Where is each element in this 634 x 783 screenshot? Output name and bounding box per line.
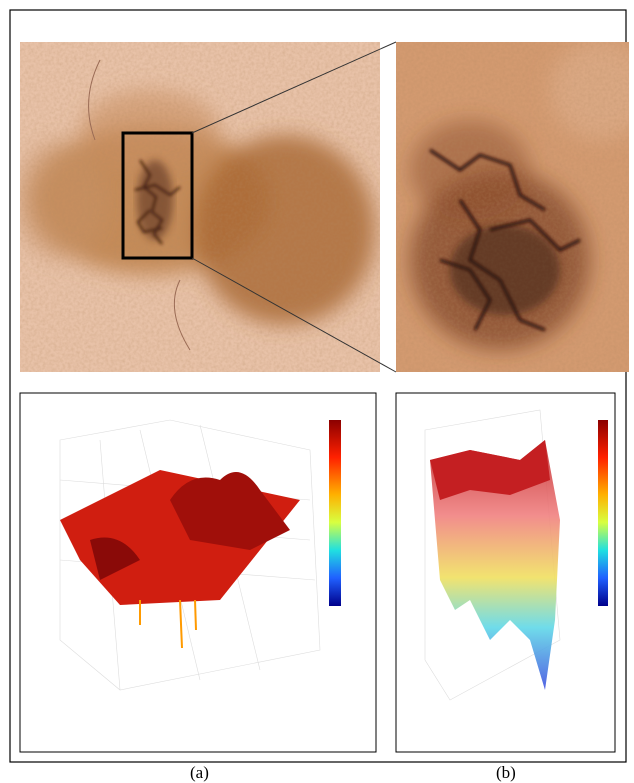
caption-a: (a) [190,763,209,783]
figure: (a) (b) [0,0,634,783]
caption-b: (b) [496,763,516,783]
figure-art [0,0,634,783]
